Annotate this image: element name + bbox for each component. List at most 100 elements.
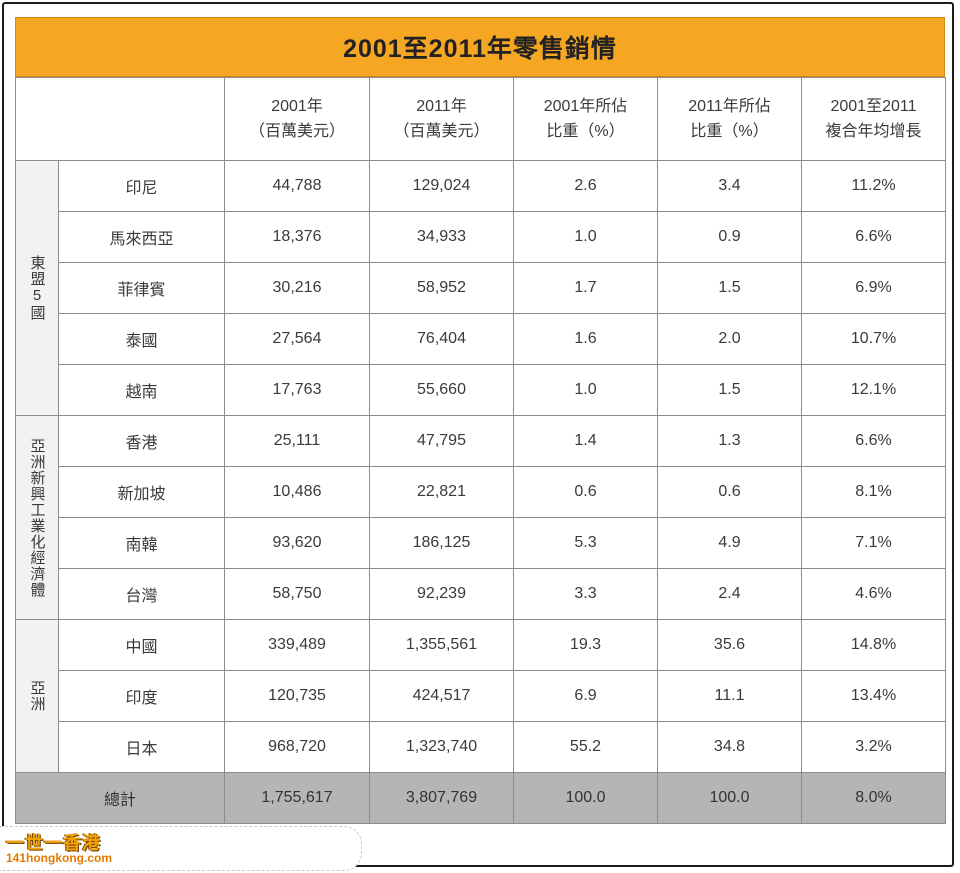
share-2001: 1.0 (513, 211, 658, 263)
table-title: 2001至2011年零售銷情 (15, 17, 945, 77)
share-2001: 1.6 (513, 313, 658, 365)
header-2011-value: 2011年 （百萬美元） (369, 77, 514, 161)
table-row: 台灣 58,750 92,239 3.3 2.4 4.6% (16, 568, 946, 620)
share-2011: 1.5 (657, 364, 802, 416)
table-row: 馬來西亞 18,376 34,933 1.0 0.9 6.6% (16, 211, 946, 263)
value-2011: 129,024 (369, 160, 514, 212)
share-2001: 1.4 (513, 415, 658, 467)
country-name: 越南 (58, 364, 225, 416)
value-2011: 55,660 (369, 364, 514, 416)
country-name: 南韓 (58, 517, 225, 569)
total-cagr: 8.0% (801, 772, 946, 824)
header-corner (15, 77, 225, 161)
header-2001-share: 2001年所佔 比重（%） (513, 77, 658, 161)
table-row: 亞洲 中國 339,489 1,355,561 19.3 35.6 14.8% (15, 619, 946, 773)
share-2001: 19.3 (513, 619, 658, 671)
table-row: 印度 120,735 424,517 6.9 11.1 13.4% (16, 670, 946, 722)
cagr-value: 14.8% (801, 619, 946, 671)
header-row: 2001年 （百萬美元） 2011年 （百萬美元） 2001年所佔 比重（%） 201… (15, 77, 946, 161)
share-2001: 1.0 (513, 364, 658, 416)
group-label-asean5: 東盟5國 (15, 160, 59, 416)
table-row: 新加坡 10,486 22,821 0.6 0.6 8.1% (16, 466, 946, 518)
table-row: 南韓 93,620 186,125 5.3 4.9 7.1% (16, 517, 946, 569)
cagr-value: 3.2% (801, 721, 946, 773)
share-2001: 55.2 (513, 721, 658, 773)
value-2001: 27,564 (224, 313, 370, 365)
country-name: 印度 (58, 670, 225, 722)
value-2011: 1,355,561 (369, 619, 514, 671)
share-2011: 2.0 (657, 313, 802, 365)
total-share-2011: 100.0 (657, 772, 802, 824)
share-2001: 0.6 (513, 466, 658, 518)
table-row: 泰國 27,564 76,404 1.6 2.0 10.7% (16, 313, 946, 365)
share-2001: 2.6 (513, 160, 658, 212)
total-share-2001: 100.0 (513, 772, 658, 824)
value-2001: 10,486 (224, 466, 370, 518)
value-2011: 58,952 (369, 262, 514, 314)
total-value-2001: 1,755,617 (224, 772, 370, 824)
value-2011: 424,517 (369, 670, 514, 722)
value-2001: 44,788 (224, 160, 370, 212)
header-2011-share: 2011年所佔 比重（%） (657, 77, 802, 161)
cagr-value: 6.6% (801, 415, 946, 467)
share-2011: 35.6 (657, 619, 802, 671)
value-2011: 1,323,740 (369, 721, 514, 773)
total-row: 總計 1,755,617 3,807,769 100.0 100.0 8.0% (15, 772, 946, 824)
share-2001: 5.3 (513, 517, 658, 569)
table-row: 東盟5國 印尼 44,788 129,024 2.6 3.4 11.2% (15, 160, 946, 416)
share-2001: 6.9 (513, 670, 658, 722)
value-2011: 34,933 (369, 211, 514, 263)
country-name: 印尼 (58, 160, 225, 212)
share-2011: 0.6 (657, 466, 802, 518)
value-2001: 93,620 (224, 517, 370, 569)
share-2011: 3.4 (657, 160, 802, 212)
share-2011: 0.9 (657, 211, 802, 263)
retail-sales-table: 2001年 （百萬美元） 2011年 （百萬美元） 2001年所佔 比重（%） 201… (15, 77, 946, 824)
value-2001: 120,735 (224, 670, 370, 722)
total-label: 總計 (15, 772, 225, 824)
cagr-value: 11.2% (801, 160, 946, 212)
table-row: 亞洲新興工業化經濟體 香港 25,111 47,795 1.4 1.3 6.6% (15, 415, 946, 620)
site-watermark: 一世一香港 141hongkong.com (0, 826, 362, 871)
country-name: 泰國 (58, 313, 225, 365)
table-row: 菲律賓 30,216 58,952 1.7 1.5 6.9% (16, 262, 946, 314)
cagr-value: 6.6% (801, 211, 946, 263)
share-2011: 4.9 (657, 517, 802, 569)
cagr-value: 12.1% (801, 364, 946, 416)
value-2011: 47,795 (369, 415, 514, 467)
watermark-url: 141hongkong.com (6, 851, 113, 865)
country-name: 馬來西亞 (58, 211, 225, 263)
table-row: 日本 968,720 1,323,740 55.2 34.8 3.2% (16, 721, 946, 773)
share-2011: 2.4 (657, 568, 802, 620)
value-2001: 58,750 (224, 568, 370, 620)
header-2001-value: 2001年 （百萬美元） (224, 77, 370, 161)
cagr-value: 6.9% (801, 262, 946, 314)
value-2011: 92,239 (369, 568, 514, 620)
country-name: 台灣 (58, 568, 225, 620)
cagr-value: 7.1% (801, 517, 946, 569)
value-2001: 17,763 (224, 364, 370, 416)
value-2001: 18,376 (224, 211, 370, 263)
share-2011: 34.8 (657, 721, 802, 773)
cagr-value: 13.4% (801, 670, 946, 722)
share-2011: 1.5 (657, 262, 802, 314)
table-row: 越南 17,763 55,660 1.0 1.5 12.1% (16, 364, 946, 416)
value-2001: 30,216 (224, 262, 370, 314)
country-name: 香港 (58, 415, 225, 467)
value-2011: 186,125 (369, 517, 514, 569)
country-name: 新加坡 (58, 466, 225, 518)
cagr-value: 10.7% (801, 313, 946, 365)
value-2001: 339,489 (224, 619, 370, 671)
value-2001: 968,720 (224, 721, 370, 773)
cagr-value: 8.1% (801, 466, 946, 518)
group-label-asian-nies: 亞洲新興工業化經濟體 (15, 415, 59, 620)
value-2011: 76,404 (369, 313, 514, 365)
value-2011: 22,821 (369, 466, 514, 518)
country-name: 菲律賓 (58, 262, 225, 314)
share-2001: 1.7 (513, 262, 658, 314)
header-cagr: 2001至2011 複合年均增長 (801, 77, 946, 161)
cagr-value: 4.6% (801, 568, 946, 620)
total-value-2011: 3,807,769 (369, 772, 514, 824)
share-2001: 3.3 (513, 568, 658, 620)
group-label-asia: 亞洲 (15, 619, 59, 773)
